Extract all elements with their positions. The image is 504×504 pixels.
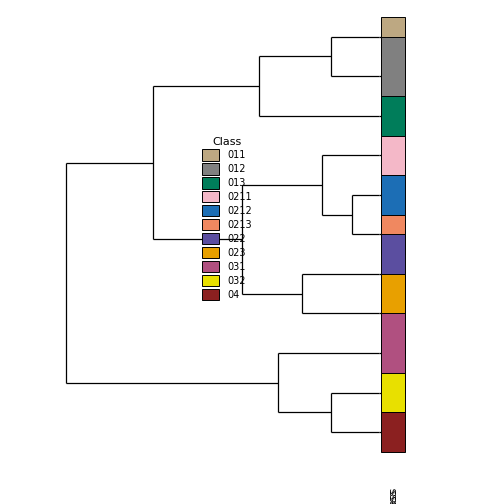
Bar (381, 313, 405, 393)
Text: Class: Class (388, 489, 398, 504)
Bar (381, 96, 405, 136)
Bar (381, 274, 405, 353)
Bar (381, 17, 405, 56)
Bar (381, 136, 405, 175)
Bar (381, 215, 405, 254)
Legend: 011, 012, 013, 0211, 0212, 0213, 022, 023, 031, 032, 04: 011, 012, 013, 0211, 0212, 0213, 022, 02… (199, 134, 255, 303)
Bar (381, 37, 405, 116)
Text: Class: Class (388, 487, 398, 504)
Bar (381, 373, 405, 412)
Bar (381, 175, 405, 215)
Bar (381, 234, 405, 313)
Bar (381, 412, 405, 452)
